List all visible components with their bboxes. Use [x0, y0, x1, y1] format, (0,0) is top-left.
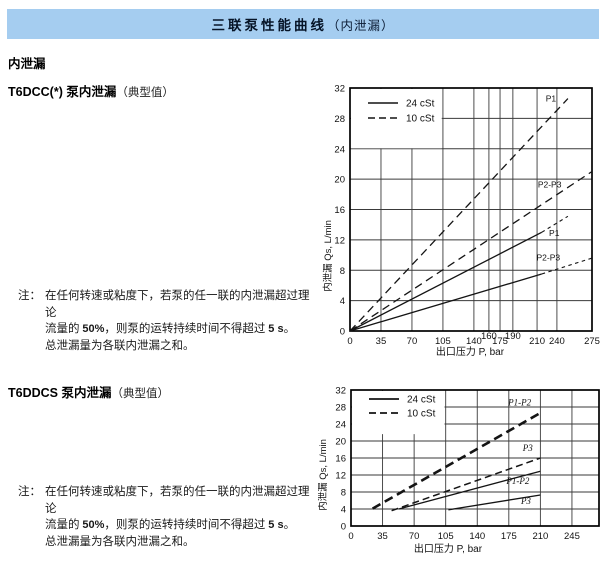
svg-text:出口压力 P, bar: 出口压力 P, bar [436, 345, 505, 358]
svg-text:P1-P2: P1-P2 [507, 398, 531, 408]
svg-text:275: 275 [584, 336, 600, 347]
title-bar: 三联泵性能曲线 （内泄漏） [7, 9, 599, 39]
section-heading: 内泄漏 [8, 57, 46, 71]
note-line1: 在任何转速或粘度下，若泵的任一联的内泄漏超过理论 [45, 486, 310, 515]
svg-text:16: 16 [335, 454, 346, 465]
note-line2-mid: ，则泵的运转持续时间不得超过 [104, 519, 269, 531]
svg-text:出口压力 P, bar: 出口压力 P, bar [414, 542, 483, 555]
svg-text:24 cSt: 24 cSt [406, 99, 435, 110]
svg-text:105: 105 [435, 336, 451, 347]
note-line2-bold2: 5 s [268, 323, 284, 335]
svg-text:P1-P2: P1-P2 [505, 476, 529, 486]
svg-text:32: 32 [335, 386, 346, 397]
note-line2-bold1: 50% [82, 323, 105, 335]
note-line1: 在任何转速或粘度下，若泵的任一联的内泄漏超过理论 [45, 290, 310, 319]
svg-text:内泄漏 Qs, L/min: 内泄漏 Qs, L/min [322, 220, 334, 292]
svg-text:0: 0 [348, 531, 353, 542]
svg-text:20: 20 [334, 175, 345, 186]
svg-text:P2-P3: P2-P3 [538, 179, 562, 189]
svg-text:245: 245 [564, 531, 580, 542]
svg-text:70: 70 [407, 336, 418, 347]
svg-text:10 cSt: 10 cSt [406, 114, 435, 125]
svg-text:35: 35 [376, 336, 387, 347]
svg-text:190: 190 [505, 331, 521, 342]
chart2-heading-qualifier: （典型值） [111, 388, 169, 400]
svg-text:24: 24 [334, 144, 345, 155]
note-body: 在任何转速或粘度下，若泵的任一联的内泄漏超过理论 流量的 50%，则泵的运转持续… [45, 288, 320, 354]
note-line2-post: 。 [283, 519, 296, 531]
svg-text:4: 4 [341, 505, 346, 516]
svg-text:0: 0 [347, 336, 352, 347]
svg-text:210: 210 [532, 531, 548, 542]
svg-text:70: 70 [409, 531, 420, 542]
svg-text:P3: P3 [520, 496, 531, 506]
svg-text:105: 105 [438, 531, 454, 542]
svg-text:0: 0 [340, 327, 345, 338]
note-line2-pre: 流量的 [45, 323, 83, 335]
t6dcc-leakage-chart: P1 P2-P3 P1 P2-P3 0 4 8 12 16 20 24 28 32 0 35 70 105 140… [318, 80, 605, 364]
note-label: 注： [18, 486, 41, 498]
chart1-heading-qualifier: （典型值） [116, 87, 174, 99]
svg-text:24 cSt: 24 cSt [407, 395, 436, 406]
note-line3: 总泄漏量为各联内泄漏之和。 [45, 535, 195, 548]
chart1-heading-model: T6DCC(*) 泵内泄漏 [8, 85, 117, 99]
note-line2-mid: ，则泵的运转持续时间不得超过 [104, 323, 269, 335]
svg-text:240: 240 [549, 336, 565, 347]
svg-text:内泄漏 Qs, L/min: 内泄漏 Qs, L/min [318, 439, 329, 511]
svg-text:32: 32 [334, 84, 345, 95]
svg-text:160: 160 [481, 331, 497, 342]
svg-text:P1: P1 [549, 228, 560, 238]
chart1-heading: T6DCC(*) 泵内泄漏（典型值） [8, 81, 174, 100]
svg-text:8: 8 [341, 488, 346, 499]
chart1-note: 注： 在任何转速或粘度下，若泵的任一联的内泄漏超过理论 流量的 50%，则泵的运… [18, 288, 320, 354]
svg-text:28: 28 [335, 403, 346, 414]
note-line2-bold2: 5 s [268, 519, 284, 531]
note-line3: 总泄漏量为各联内泄漏之和。 [45, 339, 195, 352]
chart2-heading: T6DDCS 泵内泄漏（典型值） [8, 382, 169, 401]
svg-text:12: 12 [334, 235, 345, 246]
svg-text:35: 35 [377, 531, 388, 542]
note-label: 注： [18, 290, 41, 302]
svg-text:210: 210 [529, 336, 545, 347]
page-title: 三联泵性能曲线 [211, 18, 327, 33]
t6ddcs-leakage-chart: P1-P2 P3 P1-P2 P3 0 4 8 12 16 20 24 28 32 0 35 70 105 140… [318, 383, 605, 563]
svg-text:P3: P3 [522, 443, 533, 453]
note-line2-pre: 流量的 [45, 519, 83, 531]
svg-text:8: 8 [340, 266, 345, 277]
svg-text:10 cSt: 10 cSt [407, 409, 436, 420]
svg-text:28: 28 [334, 114, 345, 125]
svg-text:20: 20 [335, 437, 346, 448]
svg-text:175: 175 [492, 336, 508, 347]
svg-text:175: 175 [501, 531, 517, 542]
note-line2-post: 。 [283, 323, 296, 335]
svg-text:24: 24 [335, 420, 346, 431]
svg-text:P2-P3: P2-P3 [536, 252, 560, 262]
note-line2-bold1: 50% [82, 519, 105, 531]
svg-text:140: 140 [466, 336, 482, 347]
svg-text:0: 0 [341, 522, 346, 533]
note-body: 在任何转速或粘度下，若泵的任一联的内泄漏超过理论 流量的 50%，则泵的运转持续… [45, 484, 320, 550]
svg-text:4: 4 [340, 296, 345, 307]
chart2-heading-model: T6DDCS 泵内泄漏 [8, 386, 112, 400]
chart2-note: 注： 在任何转速或粘度下，若泵的任一联的内泄漏超过理论 流量的 50%，则泵的运… [18, 484, 320, 550]
svg-text:16: 16 [334, 205, 345, 216]
page-title-paren: （内泄漏） [326, 18, 395, 33]
svg-text:140: 140 [469, 531, 485, 542]
svg-text:12: 12 [335, 471, 346, 482]
svg-text:P1: P1 [546, 94, 557, 104]
